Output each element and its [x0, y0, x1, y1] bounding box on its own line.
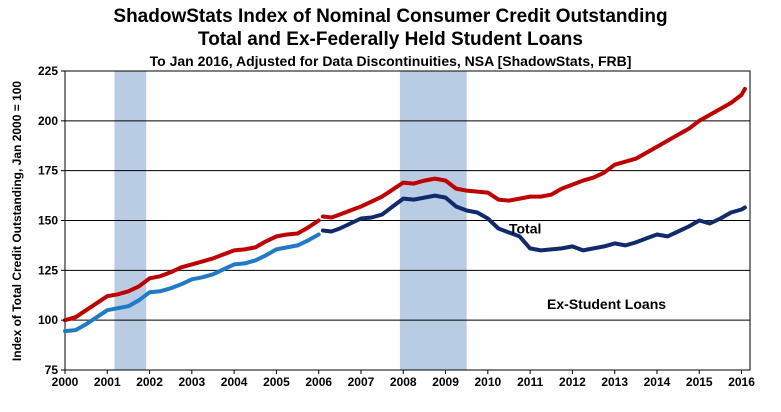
x-tick-label: 2009 — [432, 375, 459, 389]
x-tick-label: 2008 — [390, 375, 417, 389]
x-tick-label: 2015 — [686, 375, 713, 389]
y-tick-label: 125 — [38, 263, 58, 277]
annotation-2: Ex-Student Loans — [547, 296, 666, 312]
series-line-2 — [320, 86, 747, 220]
x-tick-label: 2011 — [517, 375, 543, 389]
x-tick-label: 2003 — [179, 375, 206, 389]
chart-subtitle-source: To Jan 2016, Adjusted for Data Discontin… — [149, 53, 632, 69]
x-tick-label: 2005 — [263, 375, 290, 389]
x-tick-label: 2004 — [221, 375, 248, 389]
series-line-3 — [63, 232, 321, 334]
chart-title: ShadowStats Index of Nominal Consumer Cr… — [113, 6, 668, 27]
x-tick-label: 2012 — [559, 375, 586, 389]
y-tick-label: 150 — [38, 214, 58, 228]
x-tick-label: 2001 — [94, 375, 121, 389]
annotation-1: Total — [509, 220, 541, 236]
y-tick-label: 200 — [38, 114, 58, 128]
y-axis-label: Index of Total Credit Outstanding, Jan 2… — [10, 81, 24, 362]
x-tick-label: 2007 — [348, 375, 375, 389]
x-tick-label: 2014 — [644, 375, 671, 389]
y-tick-label: 175 — [38, 164, 58, 178]
y-tick-label: 100 — [38, 313, 58, 327]
x-tick-label: 2006 — [305, 375, 332, 389]
series-line-1 — [63, 218, 321, 323]
y-tick-label: 225 — [38, 64, 58, 78]
x-tick-label: 2010 — [474, 375, 501, 389]
x-tick-label: 2000 — [52, 375, 79, 389]
series-line-4 — [320, 193, 747, 253]
x-tick-label: 2016 — [728, 375, 755, 389]
chart-subtitle: Total and Ex-Federally Held Student Loan… — [198, 29, 583, 50]
y-tick-label: 75 — [45, 363, 59, 377]
x-tick-label: 2002 — [136, 375, 163, 389]
x-tick-label: 2013 — [601, 375, 628, 389]
